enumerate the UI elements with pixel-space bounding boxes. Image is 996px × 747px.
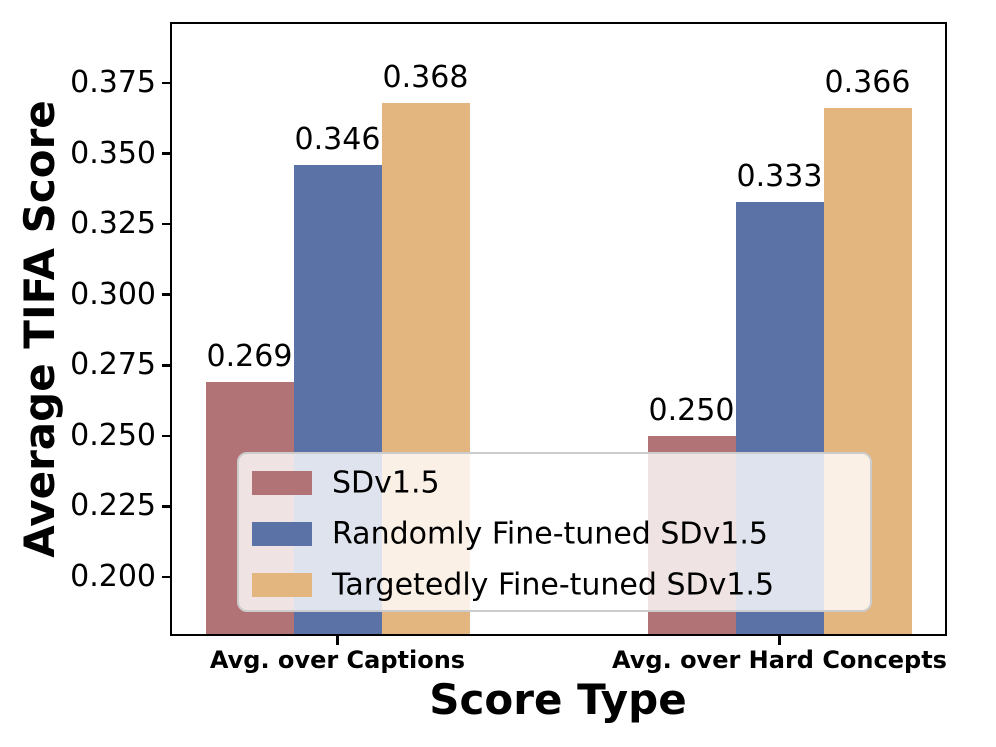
legend-item: Targetedly Fine-tuned SDv1.5 [239, 559, 870, 610]
legend-swatch [252, 470, 312, 495]
y-tick-mark [162, 505, 171, 508]
y-tick-mark [162, 81, 171, 85]
x-tick-label: Avg. over Hard Concepts [612, 646, 947, 674]
legend-item: Randomly Fine-tuned SDv1.5 [239, 508, 870, 559]
y-axis-title: Average TIFA Score [15, 100, 64, 558]
y-tick-mark [162, 222, 171, 226]
bar-value-label: 0.346 [294, 121, 381, 157]
x-tick-mark [336, 636, 339, 645]
y-tick-mark [162, 434, 171, 438]
y-tick-mark [162, 293, 171, 296]
y-tick-label: 0.350 [70, 135, 156, 171]
bar-value-label: 0.250 [648, 392, 735, 428]
y-tick-label: 0.325 [70, 206, 156, 242]
bar-value-label: 0.333 [736, 158, 823, 194]
y-tick-label: 0.200 [70, 558, 156, 594]
x-tick-label: Avg. over Captions [209, 646, 466, 674]
bar-value-label: 0.366 [824, 65, 911, 101]
bar-value-label: 0.368 [382, 59, 469, 95]
x-axis-title: Score Type [429, 675, 687, 724]
legend-label: Targetedly Fine-tuned SDv1.5 [332, 567, 775, 602]
y-tick-label: 0.225 [70, 488, 156, 524]
bar-value-label: 0.269 [206, 339, 293, 375]
y-tick-mark [162, 364, 171, 367]
y-tick-label: 0.300 [70, 276, 156, 312]
y-tick-label: 0.275 [70, 347, 156, 383]
y-tick-label: 0.250 [70, 417, 156, 453]
legend-swatch [252, 521, 312, 546]
legend-label: SDv1.5 [332, 465, 440, 500]
y-tick-mark [162, 575, 171, 579]
legend: SDv1.5 Randomly Fine-tuned SDv1.5 Targeted… [237, 452, 872, 612]
x-tick-mark [778, 636, 781, 645]
legend-swatch [252, 572, 312, 597]
y-tick-label: 0.375 [70, 64, 156, 100]
y-tick-mark [162, 152, 171, 155]
legend-label: Randomly Fine-tuned SDv1.5 [332, 516, 768, 551]
legend-item: SDv1.5 [239, 457, 870, 508]
